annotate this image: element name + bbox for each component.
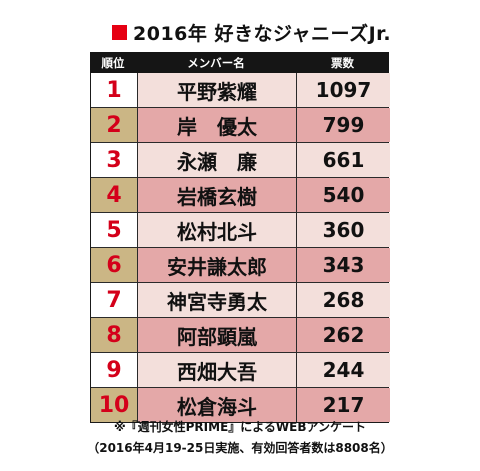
member-name-cell: 阿部顕嵐 xyxy=(137,318,297,352)
header-votes: 票数 xyxy=(331,55,354,70)
table-row: 9 西畑大吾 244 xyxy=(91,352,390,387)
member-name-cell: 松村北斗 xyxy=(137,213,297,247)
table-row: 7 神宮寺勇太 268 xyxy=(91,282,390,317)
votes-cell: 799 xyxy=(297,108,390,142)
votes-cell: 217 xyxy=(297,388,390,422)
votes-cell: 268 xyxy=(297,283,390,317)
header-rank: 順位 xyxy=(101,55,125,70)
votes-cell: 661 xyxy=(297,143,390,177)
member-name-cell: 岩橋玄樹 xyxy=(137,178,297,212)
table-body: 1 平野紫耀 1097 2 岸 優太 799 3 永瀬 廉 661 4 岩橋玄樹… xyxy=(90,73,390,423)
rank-cell: 5 xyxy=(91,213,137,247)
table-row: 10 松倉海斗 217 xyxy=(91,387,390,422)
red-square-icon xyxy=(112,24,127,40)
rank-cell: 4 xyxy=(91,178,137,212)
rank-cell: 2 xyxy=(91,108,137,142)
votes-cell: 1097 xyxy=(297,73,390,107)
ranking-table: 順位 メンバー名 票数 1 平野紫耀 1097 2 岸 優太 799 3 永瀬 … xyxy=(90,52,390,423)
votes-cell: 360 xyxy=(297,213,390,247)
member-name-cell: 神宮寺勇太 xyxy=(137,283,297,317)
table-row: 1 平野紫耀 1097 xyxy=(91,73,390,107)
table-row: 3 永瀬 廉 661 xyxy=(91,142,390,177)
rank-cell: 3 xyxy=(91,143,137,177)
votes-cell: 262 xyxy=(297,318,390,352)
table-row: 8 阿部顕嵐 262 xyxy=(91,317,390,352)
member-name-cell: 安井謙太郎 xyxy=(137,248,297,282)
table-row: 5 松村北斗 360 xyxy=(91,212,390,247)
member-name-cell: 岸 優太 xyxy=(137,108,297,142)
votes-cell: 540 xyxy=(297,178,390,212)
table-header: 順位 メンバー名 票数 xyxy=(90,52,389,73)
member-name-cell: 平野紫耀 xyxy=(137,73,297,107)
table-row: 4 岩橋玄樹 540 xyxy=(91,177,390,212)
member-name-cell: 松倉海斗 xyxy=(137,388,297,422)
member-name-cell: 西畑大吾 xyxy=(137,353,297,387)
rank-cell: 7 xyxy=(91,283,137,317)
rank-cell: 6 xyxy=(91,248,137,282)
page-title: 2016年 好きなジャニーズJr. xyxy=(133,22,392,45)
rank-cell: 9 xyxy=(91,353,137,387)
member-name-cell: 永瀬 廉 xyxy=(137,143,297,177)
rank-cell: 1 xyxy=(91,73,137,107)
table-row: 6 安井謙太郎 343 xyxy=(91,247,390,282)
rank-cell: 8 xyxy=(91,318,137,352)
footnote-period: （2016年4月19-25日実施、有効回答者数は8808名） xyxy=(87,441,393,455)
table-row: 2 岸 優太 799 xyxy=(91,107,390,142)
title-bar: 2016年 好きなジャニーズJr. xyxy=(112,19,391,45)
header-name: メンバー名 xyxy=(187,55,245,70)
footnote-source: ※『週刊女性PRIME』によるWEBアンケート xyxy=(113,420,367,434)
votes-cell: 343 xyxy=(297,248,390,282)
rank-cell: 10 xyxy=(91,388,137,422)
votes-cell: 244 xyxy=(297,353,390,387)
